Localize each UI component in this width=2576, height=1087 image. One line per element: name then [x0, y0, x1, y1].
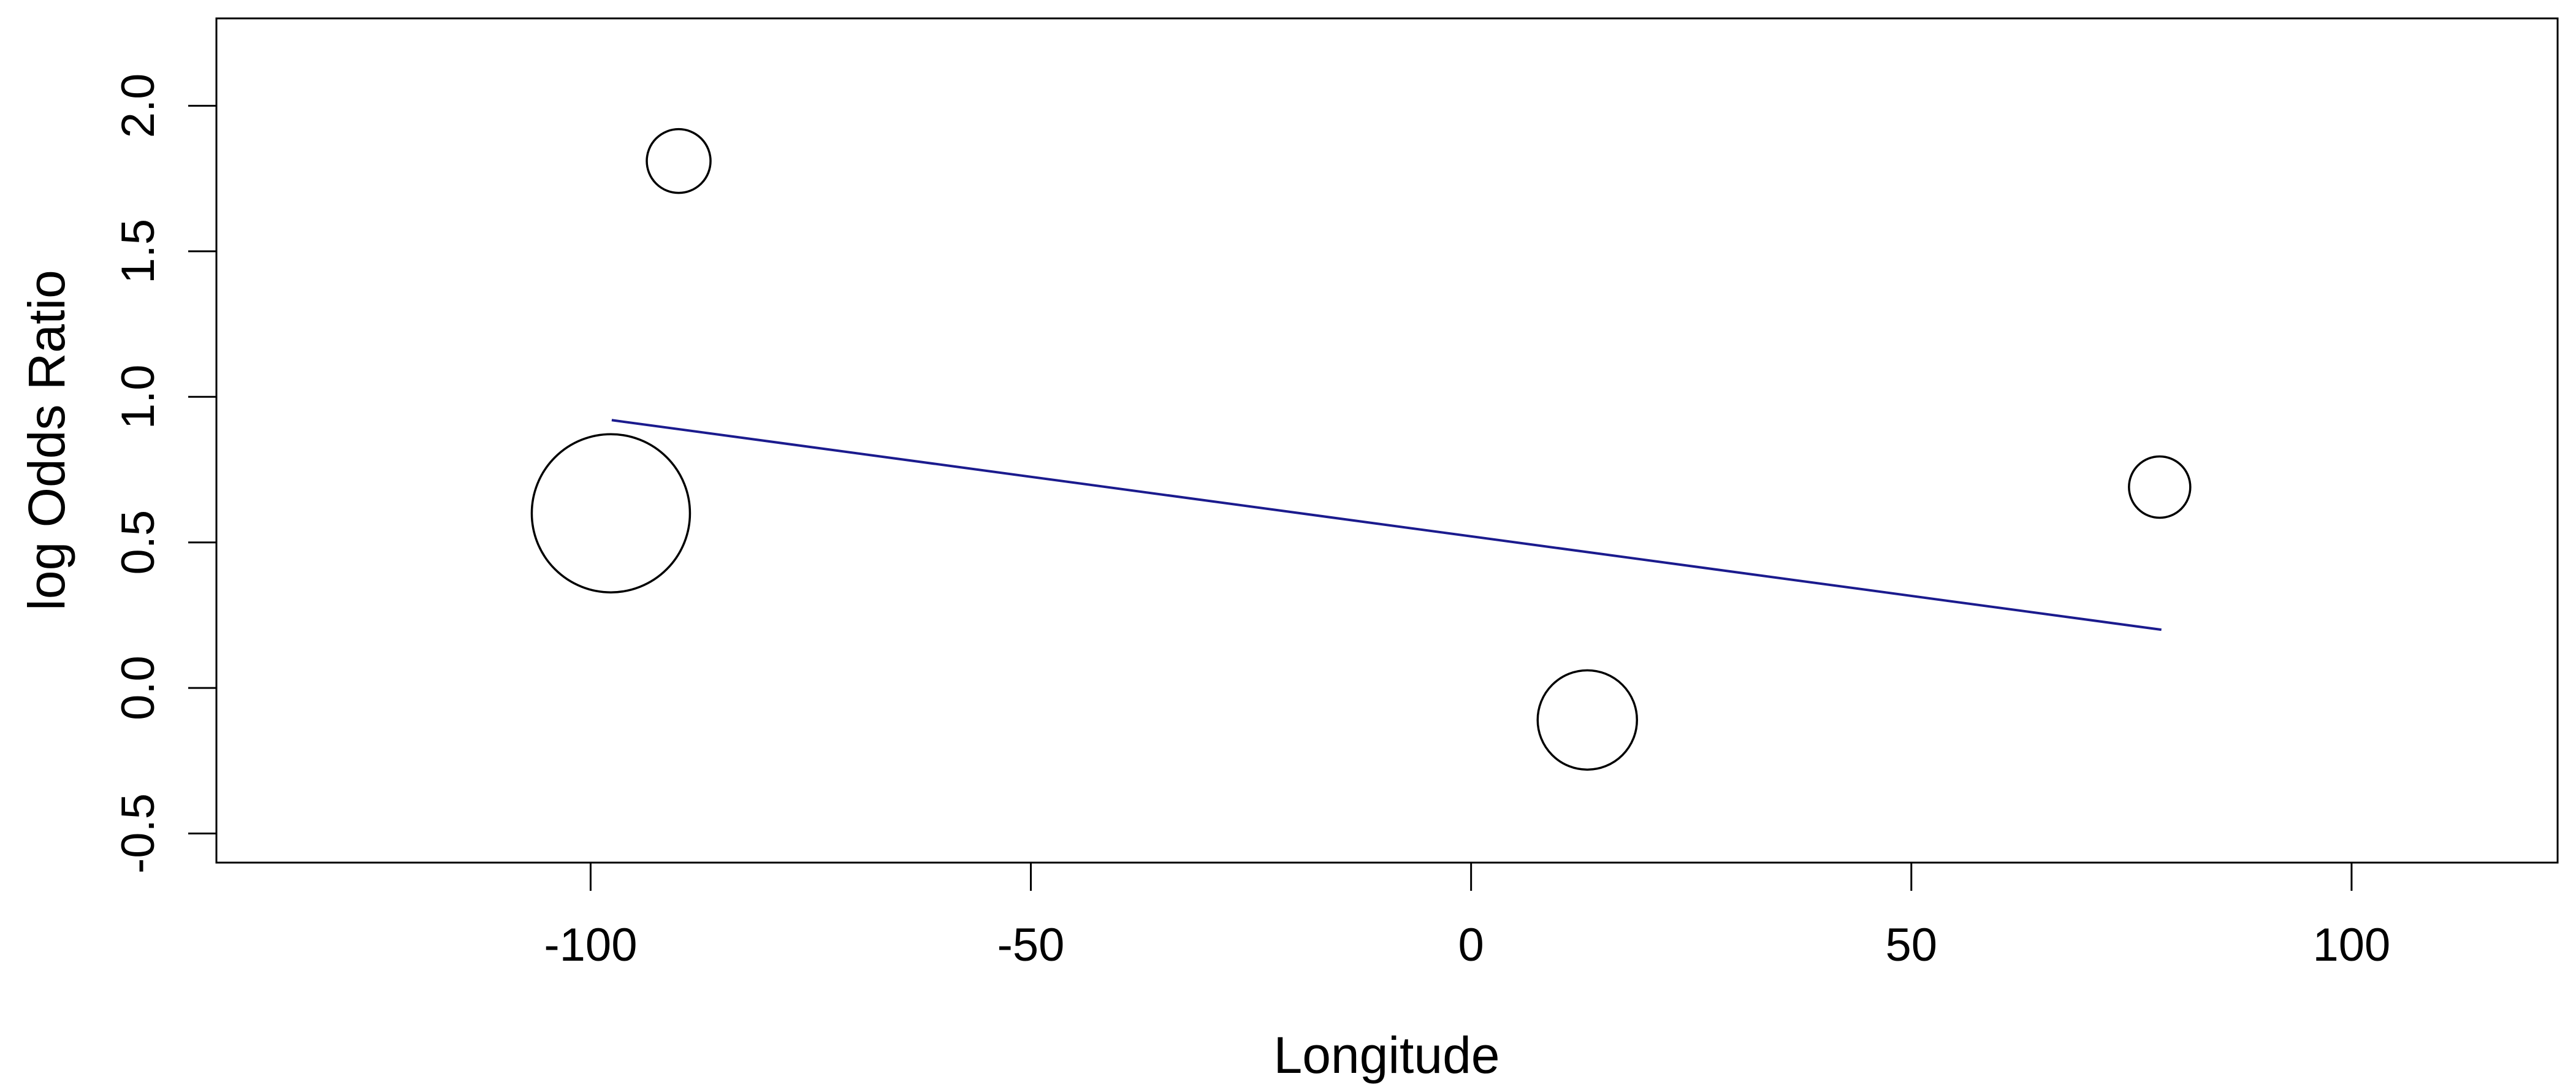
y-tick-label: 1.0 — [112, 364, 164, 429]
plot-frame — [215, 17, 2559, 864]
data-point-circle — [646, 128, 712, 194]
y-tick-label: 2.0 — [112, 74, 164, 139]
x-tick-label: -100 — [544, 919, 637, 971]
y-tick-label: -0.5 — [112, 793, 164, 874]
plot-border-box — [215, 17, 2559, 864]
data-point-circle — [530, 433, 692, 593]
data-point-circle — [2128, 455, 2192, 519]
data-point-circle — [1536, 669, 1638, 771]
x-tick-label: 100 — [2313, 919, 2391, 971]
axis-ticks — [188, 104, 2353, 891]
x-tick-label: 50 — [1886, 919, 1938, 971]
y-tick-label: 0.0 — [112, 655, 164, 720]
regression-line-layer — [611, 419, 2162, 631]
y-tick-label: 1.5 — [112, 219, 164, 284]
y-tick-label: 0.5 — [112, 510, 164, 575]
x-axis-label: Longitude — [1273, 1026, 1499, 1084]
x-tick-label: 0 — [1458, 919, 1484, 971]
regression-line — [611, 419, 2162, 631]
x-tick-label: -50 — [997, 919, 1065, 971]
axis-tick-labels: -100 -50 0 50 100 -0.5 0.0 0.5 1.0 1.5 2.0 — [112, 74, 2390, 971]
data-points-layer — [530, 128, 2192, 771]
y-axis-label: log Odds Ratio — [18, 270, 75, 611]
